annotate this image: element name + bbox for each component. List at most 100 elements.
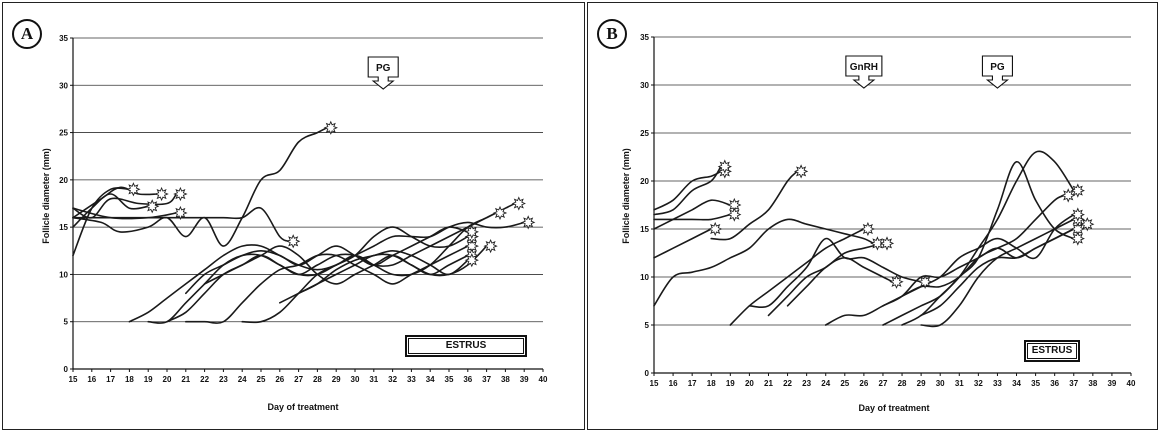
ovulation-marker (1080, 217, 1095, 232)
x-tick-label: 34 (426, 375, 435, 384)
x-tick-label: 26 (859, 379, 868, 388)
ovulation-marker (483, 238, 498, 254)
x-tick-label: 18 (707, 379, 716, 388)
series-line (729, 228, 865, 326)
x-tick-label: 19 (726, 379, 735, 388)
x-tick-label: 30 (936, 379, 945, 388)
ovulation-marker (521, 215, 536, 230)
treatment-callout-label: GnRH (850, 62, 878, 73)
ovulation-marker (879, 236, 895, 251)
y-tick-label: 0 (64, 365, 69, 374)
ovulation-marker (889, 274, 904, 289)
x-tick-label: 15 (650, 379, 659, 388)
x-tick-label: 38 (1088, 379, 1097, 388)
series-line (653, 199, 732, 230)
y-tick-label: 5 (645, 321, 650, 330)
x-tick-label: 27 (879, 379, 888, 388)
x-tick-label: 30 (351, 375, 360, 384)
y-tick-label: 30 (59, 81, 68, 90)
x-tick-label: 17 (106, 375, 115, 384)
x-tick-label: 33 (993, 379, 1002, 388)
y-tick-label: 15 (59, 223, 68, 232)
ovulation-marker (286, 234, 301, 249)
ovulation-marker (511, 196, 526, 211)
x-tick-label: 20 (163, 375, 172, 384)
chart-svg-b: 0 5 10 15 20 25 30 35 15 16 17 18 19 20 21 22 23 24 25 26 27… (640, 33, 1136, 388)
y-tick-label: 15 (640, 225, 649, 234)
series-line (128, 202, 516, 323)
chart-panel-a: A Follicle diameter (mm) Day of treatmen… (2, 2, 585, 430)
x-tick-label: 29 (917, 379, 926, 388)
x-tick-label: 21 (181, 375, 190, 384)
ovulation-marker (173, 205, 188, 221)
y-tick-label: 25 (59, 129, 68, 138)
ovulation-marker (173, 186, 188, 202)
panel-letter-b: B (597, 19, 627, 49)
treatment-callout (845, 55, 883, 89)
x-tick-label: 22 (200, 375, 209, 384)
x-tick-label: 24 (238, 375, 247, 384)
estrus-box-b: ESTRUS (1024, 340, 1080, 362)
series-line (653, 218, 875, 307)
series-line (653, 228, 712, 259)
ovulation-marker (917, 274, 933, 289)
x-tick-label: 35 (445, 375, 454, 384)
ovulation-marker (126, 182, 141, 197)
y-tick-label: 20 (640, 177, 649, 186)
ovulation-marker (1070, 183, 1085, 198)
x-tick-label: 33 (407, 375, 416, 384)
chart-svg-a: 0 5 10 15 20 25 30 35 15 16 17 18 19 20 21 22 23 24 25 26 27… (59, 34, 548, 384)
x-tick-label: 40 (539, 375, 548, 384)
series-line (185, 245, 469, 324)
ovulation-marker (793, 164, 809, 179)
x-tick-label: 32 (388, 375, 397, 384)
x-tick-label: 29 (332, 375, 341, 384)
y-tick-label: 35 (59, 34, 68, 43)
ovulation-marker (717, 159, 732, 174)
y-tick-label: 5 (64, 318, 69, 327)
series-line (72, 206, 290, 243)
x-tick-label: 21 (764, 379, 773, 388)
x-tick-label: 31 (955, 379, 964, 388)
x-tick-label: 37 (1069, 379, 1078, 388)
y-tick-label: 0 (645, 369, 650, 378)
x-tick-label: 36 (1050, 379, 1059, 388)
x-tick-label: 17 (688, 379, 697, 388)
x-tick-label: 25 (257, 375, 266, 384)
estrus-box-a: ESTRUS (405, 335, 527, 357)
series-line (297, 250, 469, 295)
x-tick-label: 25 (840, 379, 849, 388)
x-axis-label-b: Day of treatment (858, 403, 930, 413)
series-line (901, 194, 1065, 297)
x-tick-label: 37 (482, 375, 491, 384)
series-line (653, 165, 722, 216)
x-tick-label: 32 (974, 379, 983, 388)
treatment-callout (981, 55, 1013, 89)
x-axis-label-a: Day of treatment (267, 402, 339, 412)
ovulation-marker (727, 207, 742, 222)
x-tick-label: 23 (802, 379, 811, 388)
x-tick-label: 16 (87, 375, 96, 384)
x-tick-label: 18 (125, 375, 134, 384)
ovulation-marker (154, 186, 169, 202)
y-tick-label: 25 (640, 129, 649, 138)
x-tick-label: 19 (144, 375, 153, 384)
x-tick-label: 15 (69, 375, 78, 384)
x-tick-label: 22 (783, 379, 792, 388)
ovulation-marker (1070, 231, 1085, 246)
x-tick-label: 31 (369, 375, 378, 384)
x-tick-label: 34 (1012, 379, 1021, 388)
series-line (653, 213, 732, 221)
x-tick-label: 39 (1107, 379, 1116, 388)
x-tick-label: 24 (821, 379, 830, 388)
series-line (786, 257, 894, 307)
treatment-callout-label: PG (990, 62, 1005, 73)
series-line (203, 245, 488, 285)
x-tick-label: 28 (313, 375, 322, 384)
ovulation-marker (323, 120, 338, 135)
series-line (72, 127, 328, 247)
series-line (653, 170, 722, 211)
series-line (72, 193, 149, 228)
y-tick-label: 35 (640, 33, 649, 42)
ovulation-marker (1061, 188, 1076, 203)
